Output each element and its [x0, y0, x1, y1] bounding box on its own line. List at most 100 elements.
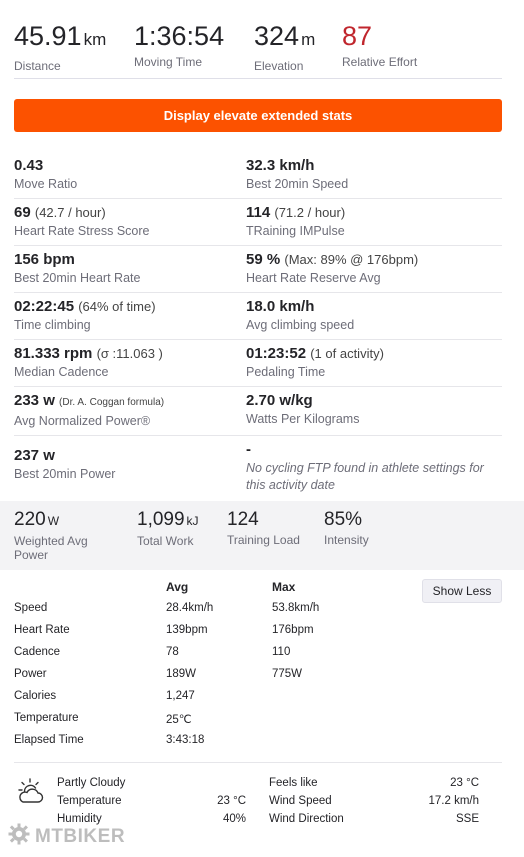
row-name: Speed — [14, 602, 48, 614]
row-avg: 78 — [166, 646, 179, 658]
elevation-label: Elevation — [254, 59, 304, 73]
elevation-stat: 324 m Elevation — [254, 20, 342, 73]
stat-label: Total Work — [137, 534, 194, 548]
row-avg: 25℃ — [166, 714, 192, 726]
stats-row: 02:22:45 (64% of time) Time climbing 18.… — [14, 293, 502, 340]
stats-row: 0.43 Move Ratio 32.3 km/h Best 20min Spe… — [14, 152, 502, 199]
median-cadence-stat: 81.333 rpm (σ :11.063 ) Median Cadence — [14, 340, 246, 386]
moving-time-stat: 1:36:54 Moving Time — [134, 20, 254, 73]
stat-unit: W — [47, 514, 60, 528]
feels-like-value: 23 °C — [450, 777, 479, 789]
elevation-unit: m — [301, 30, 316, 49]
row-avg: 139bpm — [166, 624, 208, 636]
watts-per-kg-stat: 2.70 w/kg Watts Per Kilograms — [246, 387, 502, 435]
stat-label: Watts Per Kilograms — [246, 412, 360, 426]
row-avg: 3:43:18 — [166, 734, 205, 746]
stat-label: Best 20min Heart Rate — [14, 271, 141, 285]
row-avg: 28.4km/h — [166, 602, 214, 614]
table-row: Power 189W 775W — [14, 668, 414, 690]
distance-unit: km — [83, 30, 107, 49]
partly-cloudy-icon — [16, 777, 46, 810]
pedaling-time-stat: 01:23:52 (1 of activity) Pedaling Time — [246, 340, 502, 386]
wind-direction-label: Wind Direction — [269, 813, 344, 825]
stat-label: Best 20min Speed — [246, 177, 349, 191]
divider — [14, 78, 502, 79]
trimp-stat: 114 (71.2 / hour) TRaining IMPulse — [246, 199, 502, 245]
stat-value: 18.0 km/h — [246, 298, 315, 315]
relative-effort-stat[interactable]: 87 Relative Effort — [342, 20, 417, 73]
relative-effort-value[interactable]: 87 — [342, 21, 373, 51]
watermark-text: MTBIKER — [35, 825, 126, 847]
row-avg: 189W — [166, 668, 197, 680]
stats-row: 233 w (Dr. A. Coggan formula) Avg Normal… — [14, 387, 502, 436]
stat-label: No cycling FTP found in athlete settings… — [246, 461, 484, 492]
stat-extra: (71.2 / hour) — [274, 205, 346, 220]
table-row: Calories 1,247 — [14, 690, 414, 712]
stat-value: 124 — [227, 509, 259, 530]
stat-value: 237 w — [14, 447, 55, 464]
avg-climbing-speed-stat: 18.0 km/h Avg climbing speed — [246, 293, 502, 339]
row-max: 176bpm — [272, 624, 314, 636]
time-climbing-stat: 02:22:45 (64% of time) Time climbing — [14, 293, 246, 339]
distance-value: 45.91 — [14, 21, 82, 51]
stat-label: Move Ratio — [14, 177, 78, 191]
stat-extra: (64% of time) — [78, 299, 156, 314]
stat-value: 156 bpm — [14, 251, 75, 268]
stat-label: Best 20min Power — [14, 467, 116, 481]
row-avg: 1,247 — [166, 690, 195, 702]
table-row: Elapsed Time 3:43:18 — [14, 734, 414, 756]
stats-row: 237 w Best 20min Power - No cycling FTP … — [14, 436, 502, 499]
humidity-value: 40% — [222, 813, 246, 825]
stat-value: 114 — [246, 204, 271, 221]
stat-value: 69 — [14, 204, 31, 221]
table-row: Speed 28.4km/h 53.8km/h — [14, 602, 414, 624]
best-20min-hr-stat: 156 bpm Best 20min Heart Rate — [14, 246, 246, 292]
avg-column-header: Avg — [166, 580, 189, 594]
weighted-avg-power-stat: 220 W Weighted Avg Power — [14, 509, 114, 562]
ftp-stat: - No cycling FTP found in athlete settin… — [246, 436, 502, 499]
stat-extra: (1 of activity) — [310, 346, 384, 361]
humidity-label: Humidity — [57, 813, 102, 825]
distance-label: Distance — [14, 59, 61, 73]
stat-value: 01:23:52 — [246, 345, 307, 362]
row-name: Temperature — [14, 712, 79, 724]
total-work-stat: 1,099 kJ Total Work — [137, 509, 199, 548]
training-load-stat: 124 Training Load — [227, 509, 300, 547]
stat-label: Pedaling Time — [246, 365, 326, 379]
display-extended-stats-button[interactable]: Display elevate extended stats — [14, 99, 502, 132]
wind-speed-label: Wind Speed — [269, 795, 332, 807]
stat-value: 2.70 w/kg — [246, 392, 313, 409]
stat-value: - — [246, 441, 251, 458]
extended-stats-grid: 0.43 Move Ratio 32.3 km/h Best 20min Spe… — [14, 152, 502, 499]
stat-extra: (Max: 89% @ 176bpm) — [284, 252, 419, 267]
row-name: Calories — [14, 690, 57, 702]
distance-stat: 45.91 km Distance — [14, 20, 134, 73]
row-max: 775W — [272, 668, 303, 680]
wind-direction-value: SSE — [455, 813, 479, 825]
activity-summary: 45.91 km Distance 1:36:54 Moving Time 324… — [14, 20, 502, 73]
hr-stress-score-stat: 69 (42.7 / hour) Heart Rate Stress Score — [14, 199, 246, 245]
row-name: Elapsed Time — [14, 734, 84, 746]
stat-value: 1,099 — [137, 509, 185, 530]
weather-condition: Partly Cloudy — [57, 777, 126, 789]
max-column-header: Max — [272, 580, 296, 594]
relative-effort-label: Relative Effort — [342, 55, 418, 69]
stat-label: Intensity — [324, 533, 369, 547]
row-name: Heart Rate — [14, 624, 70, 636]
wind-speed-value: 17.2 km/h — [428, 795, 480, 807]
stat-value: 02:22:45 — [14, 298, 75, 315]
gear-icon — [8, 823, 30, 850]
feels-like-label: Feels like — [269, 777, 318, 789]
stat-value: 0.43 — [14, 157, 44, 174]
weather-panel: Partly Cloudy Temperature 23 °C Humidity… — [14, 762, 502, 842]
show-less-button[interactable]: Show Less — [422, 579, 502, 603]
stat-label: Weighted Avg Power — [14, 534, 88, 562]
stats-row: 81.333 rpm (σ :11.063 ) Median Cadence 0… — [14, 340, 502, 387]
moving-time-value: 1:36:54 — [134, 21, 225, 51]
moving-time-label: Moving Time — [134, 55, 203, 69]
row-max: 53.8km/h — [272, 602, 320, 614]
stat-extra: (42.7 / hour) — [34, 205, 106, 220]
hr-reserve-avg-stat: 59 % (Max: 89% @ 176bpm) Heart Rate Rese… — [246, 246, 502, 292]
stat-label: Time climbing — [14, 318, 91, 332]
stat-value: 233 w — [14, 392, 55, 409]
